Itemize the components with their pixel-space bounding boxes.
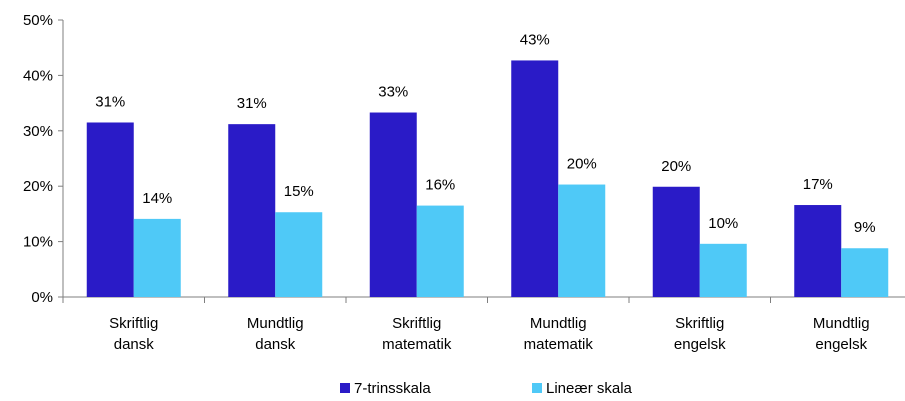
bars xyxy=(86,60,889,298)
bar xyxy=(369,112,417,297)
bar xyxy=(841,248,889,297)
y-tick-label: 40% xyxy=(23,67,53,84)
x-tick-label: Mundtlig matematik xyxy=(524,315,594,353)
bar xyxy=(275,212,323,297)
bar xyxy=(511,60,559,297)
data-label: 31% xyxy=(95,93,125,110)
y-tick-label: 30% xyxy=(23,123,53,140)
x-tick-label: Skriftlig matematik xyxy=(382,315,452,353)
legend-swatch xyxy=(340,383,350,393)
x-tick-label: Skriftlig dansk xyxy=(109,315,158,353)
x-tick-label: Mundtlig engelsk xyxy=(813,315,870,353)
bar xyxy=(794,205,842,297)
data-label: 20% xyxy=(567,156,597,173)
bar xyxy=(652,186,700,297)
data-label: 14% xyxy=(142,190,172,207)
bar xyxy=(558,184,606,297)
bar xyxy=(133,218,181,297)
legend-label: Lineær skala xyxy=(546,380,633,397)
data-label: 43% xyxy=(520,31,550,48)
data-label: 10% xyxy=(708,215,738,232)
bar xyxy=(416,205,464,297)
bar xyxy=(699,243,747,297)
data-label: 9% xyxy=(854,219,876,236)
x-tick-label: Mundtlig dansk xyxy=(247,315,304,353)
y-tick-label: 10% xyxy=(23,234,53,251)
y-tick-label: 0% xyxy=(31,289,53,306)
data-label: 17% xyxy=(803,176,833,193)
data-label: 16% xyxy=(425,177,455,194)
legend-swatch xyxy=(532,383,542,393)
data-label: 15% xyxy=(284,183,314,200)
legend: 7-trinsskala Lineær skala xyxy=(340,380,633,397)
y-tick-label: 50% xyxy=(23,12,53,29)
axes: 0% 10% 20% 30% 40% 50% Skriftlig dansk Mundtlig d… xyxy=(23,12,905,353)
data-label: 20% xyxy=(661,158,691,175)
data-label: 33% xyxy=(378,84,408,101)
data-labels: 31% 14% 31% 15% 33% 16% 43% 20% 20% 10% 17% 9% xyxy=(95,31,875,236)
x-tick-label: Skriftlig engelsk xyxy=(674,315,726,353)
data-label: 31% xyxy=(237,95,267,112)
legend-label: 7-trinsskala xyxy=(354,380,431,397)
y-tick-label: 20% xyxy=(23,178,53,195)
bar xyxy=(228,124,276,297)
bar xyxy=(86,122,134,298)
